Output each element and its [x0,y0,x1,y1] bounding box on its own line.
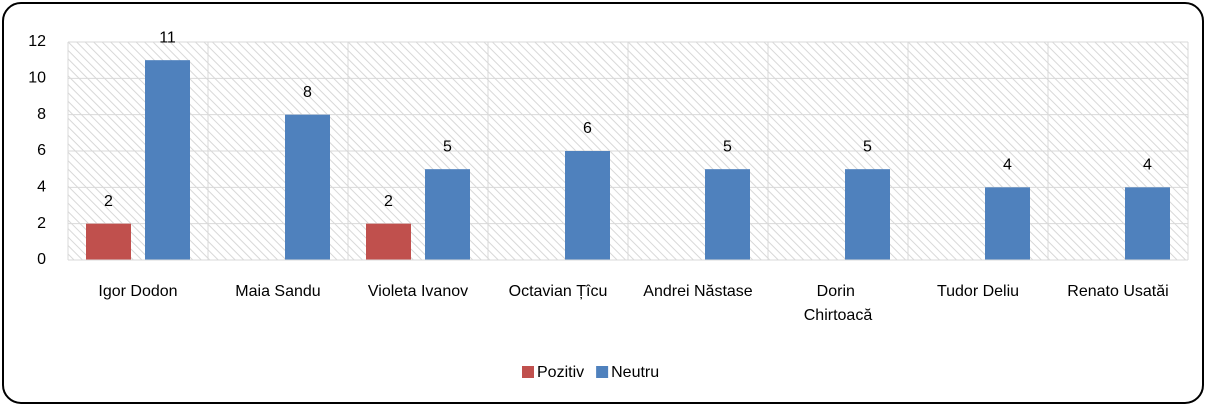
y-tick-label: 8 [37,106,46,123]
data-label: 8 [303,84,312,101]
x-tick-label-line: Dorin [817,283,860,300]
legend-label: Pozitiv [537,364,584,381]
bar [565,151,610,260]
x-tick-label: Octavian Țîcu [509,283,608,300]
data-label: 4 [1143,157,1152,174]
y-tick-label: 2 [37,215,46,232]
data-label: 6 [583,120,592,137]
x-tick-label: Dorin Chirtoacă [804,283,873,324]
bar [366,223,411,260]
data-label: 4 [1003,157,1012,174]
x-tick-label: Renato Usatăi [1067,283,1168,300]
x-tick-label-line: Chirtoacă [804,307,873,324]
y-tick-label: 4 [37,179,46,196]
x-tick-label: Tudor Deliu [937,283,1019,300]
x-tick-label: Andrei Năstase [643,283,752,300]
bar [145,60,190,260]
bar [705,169,750,260]
legend-swatch [522,366,534,378]
x-tick-label: Igor Dodon [98,283,177,300]
data-label: 5 [443,138,452,155]
y-tick-label: 0 [37,251,46,268]
x-tick-label: Maia Sandu [235,283,320,300]
data-label: 11 [159,29,176,46]
data-label: 5 [723,138,732,155]
bar [86,223,131,260]
y-tick-label: 6 [37,142,46,159]
bar [845,169,890,260]
legend-swatch [596,366,609,378]
y-tick-label: 12 [28,33,46,50]
bar [285,114,330,261]
bar [1125,187,1170,260]
data-label: 5 [863,138,872,155]
x-tick-label: Violeta Ivanov [368,283,468,300]
bar [985,187,1030,260]
legend-label: Neutru [611,364,659,381]
data-label: 2 [104,193,113,210]
data-label: 2 [384,193,393,210]
bar [425,169,470,260]
y-tick-label: 10 [28,70,46,87]
